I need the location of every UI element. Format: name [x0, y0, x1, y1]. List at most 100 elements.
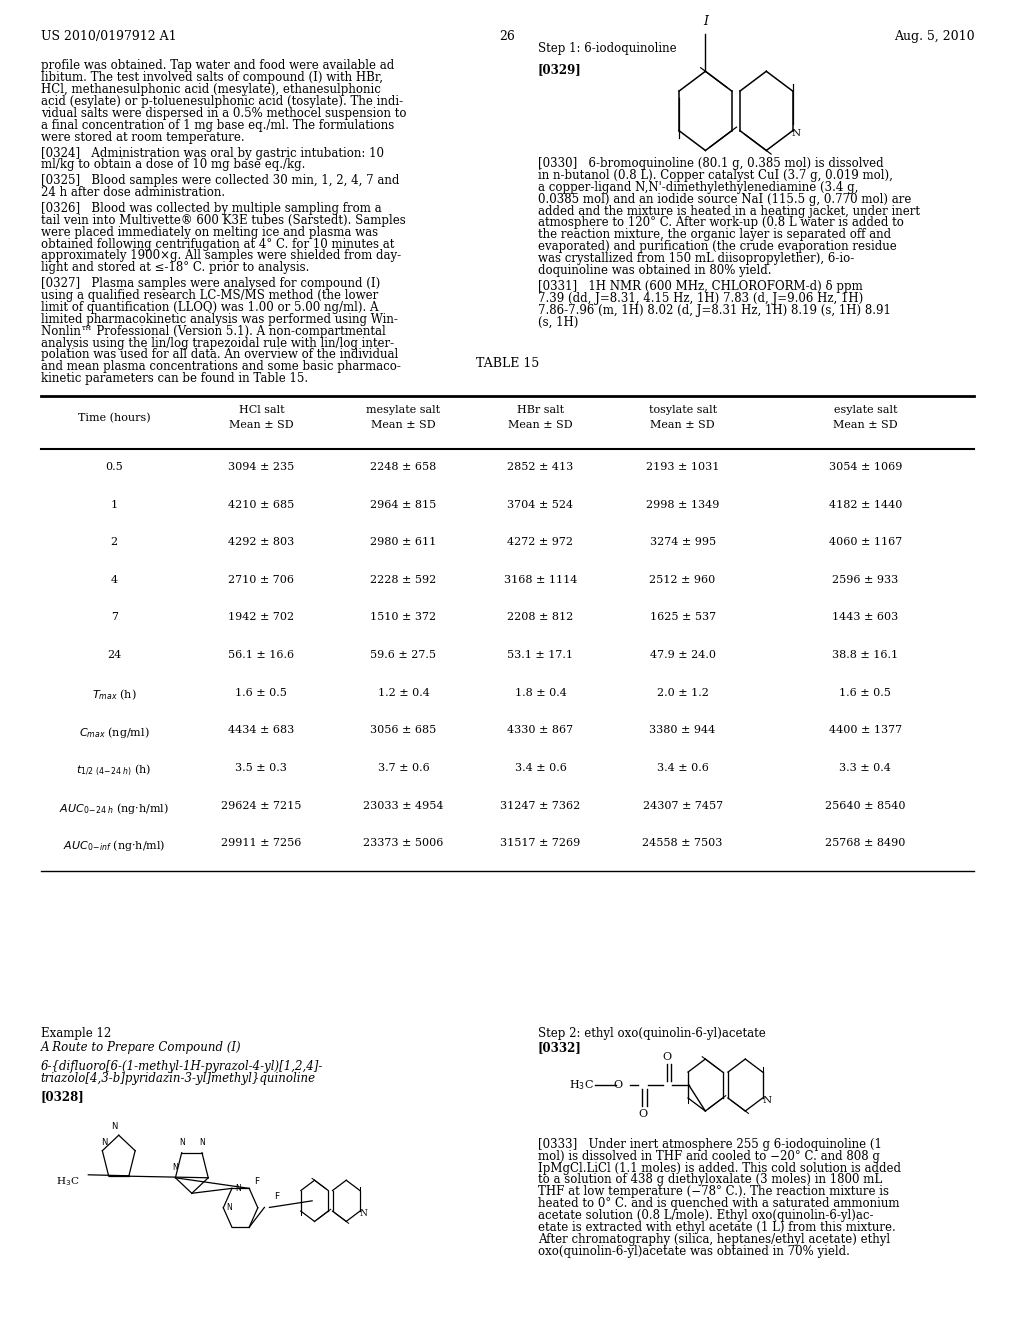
Text: 1443 ± 603: 1443 ± 603: [833, 612, 898, 623]
Text: atmosphere to 120° C. After work-up (0.8 L water is added to: atmosphere to 120° C. After work-up (0.8…: [538, 216, 904, 230]
Text: TABLE 15: TABLE 15: [476, 356, 539, 370]
Text: 4182 ± 1440: 4182 ± 1440: [828, 499, 902, 510]
Text: tosylate salt: tosylate salt: [648, 405, 717, 416]
Text: 1625 ± 537: 1625 ± 537: [649, 612, 716, 623]
Text: O: O: [638, 1109, 647, 1118]
Text: 25640 ± 8540: 25640 ± 8540: [825, 800, 905, 810]
Text: N: N: [234, 1184, 241, 1193]
Text: 1942 ± 702: 1942 ± 702: [228, 612, 295, 623]
Text: 0.0385 mol) and an iodide source NaI (115.5 g, 0.770 mol) are: 0.0385 mol) and an iodide source NaI (11…: [538, 193, 911, 206]
Text: 3.4 ± 0.6: 3.4 ± 0.6: [656, 763, 709, 774]
Text: Mean ± SD: Mean ± SD: [508, 420, 572, 430]
Text: 3.5 ± 0.3: 3.5 ± 0.3: [236, 763, 288, 774]
Text: esylate salt: esylate salt: [834, 405, 897, 416]
Text: 1.6 ± 0.5: 1.6 ± 0.5: [236, 688, 288, 698]
Text: H$_3$C: H$_3$C: [56, 1175, 79, 1188]
Text: [0326]   Blood was collected by multiple sampling from a: [0326] Blood was collected by multiple s…: [41, 202, 381, 215]
Text: N: N: [173, 1163, 178, 1172]
Text: 7: 7: [111, 612, 118, 623]
Text: HCl salt: HCl salt: [239, 405, 285, 416]
Text: Example 12: Example 12: [41, 1027, 111, 1040]
Text: $C_{max}$ (ng/ml): $C_{max}$ (ng/ml): [79, 726, 150, 741]
Text: Mean ± SD: Mean ± SD: [371, 420, 436, 430]
Text: 26: 26: [500, 30, 515, 44]
Text: $t_{1/2\ (4\!-\!24\ h)}$ (h): $t_{1/2\ (4\!-\!24\ h)}$ (h): [77, 763, 152, 779]
Text: obtained following centrifugation at 4° C. for 10 minutes at: obtained following centrifugation at 4° …: [41, 238, 394, 251]
Text: 3054 ± 1069: 3054 ± 1069: [828, 462, 902, 473]
Text: 47.9 ± 24.0: 47.9 ± 24.0: [649, 649, 716, 660]
Text: [0332]: [0332]: [538, 1041, 582, 1055]
Text: 2998 ± 1349: 2998 ± 1349: [646, 499, 719, 510]
Text: 3274 ± 995: 3274 ± 995: [649, 537, 716, 548]
Text: 4330 ± 867: 4330 ± 867: [508, 726, 573, 735]
Text: [0324]   Administration was oral by gastric intubation: 10: [0324] Administration was oral by gastri…: [41, 147, 384, 160]
Text: 3704 ± 524: 3704 ± 524: [508, 499, 573, 510]
Text: 29911 ± 7256: 29911 ± 7256: [221, 838, 301, 849]
Text: N: N: [199, 1138, 205, 1147]
Text: 24 h after dose administration.: 24 h after dose administration.: [41, 186, 224, 199]
Text: 1510 ± 372: 1510 ± 372: [371, 612, 436, 623]
Text: 1.2 ± 0.4: 1.2 ± 0.4: [378, 688, 429, 698]
Text: 4400 ± 1377: 4400 ± 1377: [828, 726, 902, 735]
Text: N: N: [359, 1209, 367, 1218]
Text: added and the mixture is heated in a heating jacket, under inert: added and the mixture is heated in a hea…: [538, 205, 920, 218]
Text: were stored at room temperature.: were stored at room temperature.: [41, 131, 245, 144]
Text: Step 1: 6-iodoquinoline: Step 1: 6-iodoquinoline: [538, 42, 677, 55]
Text: 31517 ± 7269: 31517 ± 7269: [501, 838, 581, 849]
Text: 3.3 ± 0.4: 3.3 ± 0.4: [840, 763, 891, 774]
Text: 3056 ± 685: 3056 ± 685: [371, 726, 436, 735]
Text: limited pharmacokinetic analysis was performed using Win-: limited pharmacokinetic analysis was per…: [41, 313, 397, 326]
Text: $AUC_{0\!-\!24\ h}$ (ng·h/ml): $AUC_{0\!-\!24\ h}$ (ng·h/ml): [59, 800, 169, 816]
Text: 4292 ± 803: 4292 ± 803: [228, 537, 295, 548]
Text: were placed immediately on melting ice and plasma was: were placed immediately on melting ice a…: [41, 226, 378, 239]
Text: 2852 ± 413: 2852 ± 413: [507, 462, 573, 473]
Text: mesylate salt: mesylate salt: [367, 405, 440, 416]
Text: [0333]   Under inert atmosphere 255 g 6-iodoquinoline (1: [0333] Under inert atmosphere 255 g 6-io…: [538, 1138, 882, 1151]
Text: 2980 ± 611: 2980 ± 611: [371, 537, 436, 548]
Text: 7.86-7.96 (m, 1H) 8.02 (d, J=8.31 Hz, 1H) 8.19 (s, 1H) 8.91: 7.86-7.96 (m, 1H) 8.02 (d, J=8.31 Hz, 1H…: [538, 304, 891, 317]
Text: 2193 ± 1031: 2193 ± 1031: [646, 462, 719, 473]
Text: 3094 ± 235: 3094 ± 235: [228, 462, 295, 473]
Text: 29624 ± 7215: 29624 ± 7215: [221, 800, 301, 810]
Text: mol) is dissolved in THF and cooled to −20° C. and 808 g: mol) is dissolved in THF and cooled to −…: [538, 1150, 880, 1163]
Text: 1.8 ± 0.4: 1.8 ± 0.4: [514, 688, 566, 698]
Text: 24307 ± 7457: 24307 ± 7457: [642, 800, 723, 810]
Text: 53.1 ± 17.1: 53.1 ± 17.1: [508, 649, 573, 660]
Text: HBr salt: HBr salt: [517, 405, 564, 416]
Text: the reaction mixture, the organic layer is separated off and: the reaction mixture, the organic layer …: [538, 228, 891, 242]
Text: H$_3$C: H$_3$C: [569, 1078, 594, 1092]
Text: using a qualified research LC-MS/MS method (the lower: using a qualified research LC-MS/MS meth…: [41, 289, 378, 302]
Text: analysis using the lin/log trapezoidal rule with lin/log inter-: analysis using the lin/log trapezoidal r…: [41, 337, 393, 350]
Text: 25768 ± 8490: 25768 ± 8490: [825, 838, 905, 849]
Text: [0329]: [0329]: [538, 63, 582, 77]
Text: 2710 ± 706: 2710 ± 706: [228, 576, 294, 585]
Text: 2: 2: [111, 537, 118, 548]
Text: heated to 0° C. and is quenched with a saturated ammonium: heated to 0° C. and is quenched with a s…: [538, 1197, 899, 1210]
Text: etate is extracted with ethyl acetate (1 L) from this mixture.: etate is extracted with ethyl acetate (1…: [538, 1221, 896, 1234]
Text: 4060 ± 1167: 4060 ± 1167: [828, 537, 902, 548]
Text: 4: 4: [111, 576, 118, 585]
Text: US 2010/0197912 A1: US 2010/0197912 A1: [41, 30, 176, 44]
Text: approximately 1900×g. All samples were shielded from day-: approximately 1900×g. All samples were s…: [41, 249, 400, 263]
Text: N: N: [101, 1138, 108, 1147]
Text: 23373 ± 5006: 23373 ± 5006: [364, 838, 443, 849]
Text: 3.7 ± 0.6: 3.7 ± 0.6: [378, 763, 429, 774]
Text: 2596 ± 933: 2596 ± 933: [833, 576, 898, 585]
Text: O: O: [613, 1080, 623, 1090]
Text: [0325]   Blood samples were collected 30 min, 1, 2, 4, 7 and: [0325] Blood samples were collected 30 m…: [41, 174, 399, 187]
Text: (s, 1H): (s, 1H): [538, 315, 579, 329]
Text: [0327]   Plasma samples were analysed for compound (I): [0327] Plasma samples were analysed for …: [41, 277, 380, 290]
Text: [0328]: [0328]: [41, 1090, 84, 1104]
Text: 56.1 ± 16.6: 56.1 ± 16.6: [228, 649, 295, 660]
Text: 0.5: 0.5: [105, 462, 123, 473]
Text: 2228 ± 592: 2228 ± 592: [371, 576, 436, 585]
Text: 6-{difluoro[6-(1-methyl-1H-pyrazol-4-yl)[1,2,4]-: 6-{difluoro[6-(1-methyl-1H-pyrazol-4-yl)…: [41, 1060, 323, 1073]
Text: Mean ± SD: Mean ± SD: [833, 420, 898, 430]
Text: libitum. The test involved salts of compound (I) with HBr,: libitum. The test involved salts of comp…: [41, 71, 383, 84]
Text: [0330]   6-bromoquinoline (80.1 g, 0.385 mol) is dissolved: [0330] 6-bromoquinoline (80.1 g, 0.385 m…: [538, 157, 884, 170]
Text: N: N: [226, 1204, 232, 1212]
Text: acid (esylate) or p-toluenesulphonic acid (tosylate). The indi-: acid (esylate) or p-toluenesulphonic aci…: [41, 95, 402, 108]
Text: 1: 1: [111, 499, 118, 510]
Text: N: N: [792, 129, 801, 137]
Text: profile was obtained. Tap water and food were available ad: profile was obtained. Tap water and food…: [41, 59, 394, 73]
